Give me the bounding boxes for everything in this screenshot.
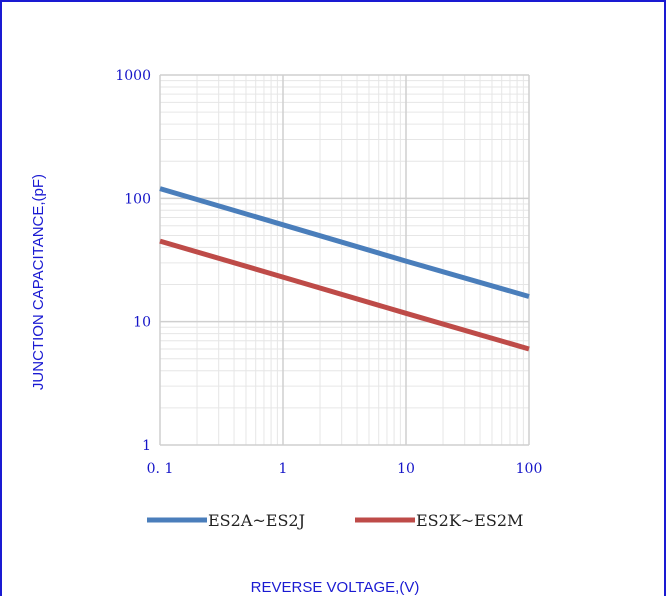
y-tick-label: 1000 <box>115 68 151 84</box>
legend: ES2A~ES2J ES2K~ES2M <box>147 511 523 530</box>
y-tick-labels: 1 10 100 1000 <box>115 68 151 454</box>
x-tick-label: 100 <box>516 461 543 477</box>
y-tick-label: 10 <box>133 315 151 331</box>
legend-label-1: ES2A~ES2J <box>208 511 305 530</box>
series-line-1 <box>159 186 530 299</box>
y-axis-title: JUNCTION CAPACITANCE,(pF) <box>30 174 47 390</box>
x-axis-title: REVERSE VOLTAGE,(V) <box>251 579 420 596</box>
y-tick-label: 100 <box>124 191 151 207</box>
series-line-2 <box>159 238 530 352</box>
x-tick-label: 0. 1 <box>147 461 174 477</box>
minor-gridlines <box>160 75 529 445</box>
y-tick-label: 1 <box>142 438 151 454</box>
legend-label-2: ES2K~ES2M <box>416 511 523 530</box>
major-gridlines <box>159 74 530 446</box>
x-tick-label: 10 <box>397 461 415 477</box>
x-tick-labels: 0. 1 1 10 100 <box>147 461 543 477</box>
series-lines <box>159 186 530 352</box>
x-tick-label: 1 <box>279 461 288 477</box>
